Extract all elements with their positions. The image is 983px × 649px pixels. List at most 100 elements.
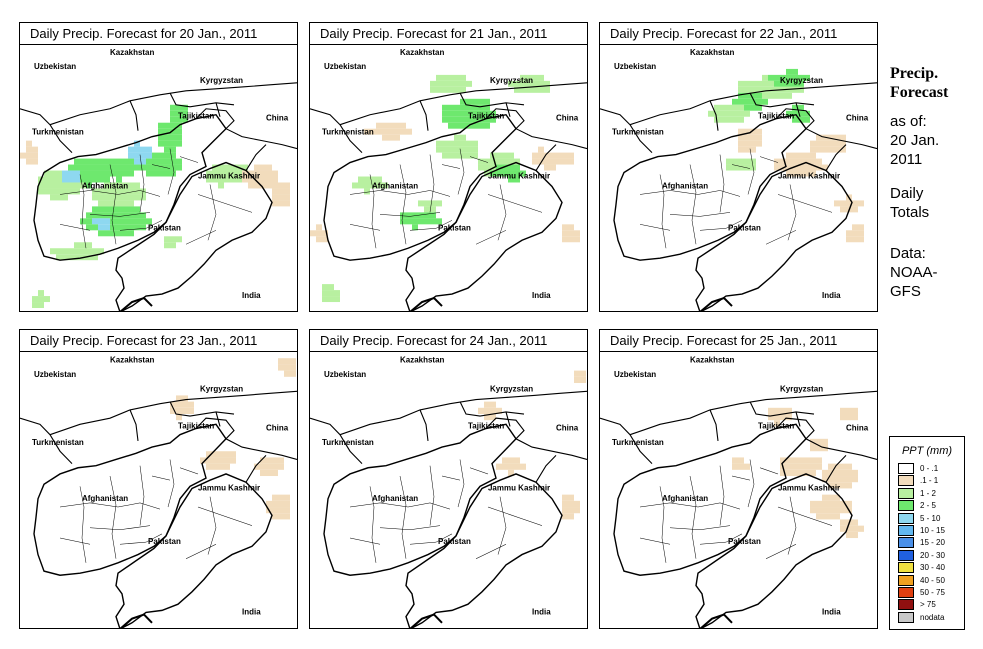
legend-label: 5 - 10 [920,513,941,523]
legend-swatch [898,525,914,536]
map-label-pakistan: Pakistan [148,537,181,546]
legend-label: 30 - 40 [920,563,945,573]
legend-label: 20 - 30 [920,550,945,560]
forecast-panel-24-jan: Daily Precip. Forecast for 24 Jan., 2011… [309,329,588,629]
map-label-kyrgyzstan: Kyrgyzstan [780,384,823,393]
legend-label: 40 - 50 [920,575,945,585]
legend-label: 50 - 75 [920,588,945,597]
map-label-china: China [266,423,289,432]
map-label-china: China [846,423,869,432]
map-label-kyrgyzstan: Kyrgyzstan [200,76,243,85]
map-label-pakistan: Pakistan [728,537,761,546]
map-label-turkmenistan: Turkmenistan [322,128,374,137]
title-line: Precip. [890,65,939,82]
map-label-jammu-kashmir: Jammu Kashmir [778,172,840,181]
note-line: Totals [890,204,930,221]
map-label-turkmenistan: Turkmenistan [612,438,664,447]
legend-label: 10 - 15 [920,526,945,535]
map-label-pakistan: Pakistan [438,223,471,232]
panel-title: Daily Precip. Forecast for 21 Jan., 2011 [310,23,587,45]
map-label-china: China [846,114,869,123]
map-label-tajikistan: Tajikistan [468,421,504,430]
panel-title: Daily Precip. Forecast for 25 Jan., 2011 [600,330,877,352]
map-label-jammu-kashmir: Jammu Kashmir [198,483,261,492]
legend-title: PPT (mm) [901,445,953,457]
map-label-jammu-kashmir: Jammu Kashmir [488,483,551,492]
map-label-kyrgyzstan: Kyrgyzstan [200,384,243,393]
map-label-tajikistan: Tajikistan [758,112,794,121]
source-line: NOAA- [890,264,938,281]
panel-title: Daily Precip. Forecast for 23 Jan., 2011 [20,330,297,352]
map-label-jammu-kashmir: Jammu Kashmir [488,172,550,181]
map-label-kazakhstan: Kazakhstan [110,355,154,364]
legend-item: 5 - 10 [898,512,960,525]
map-label-afghanistan: Afghanistan [372,494,418,503]
legend-swatch [898,611,914,623]
map-label-india: India [822,291,841,300]
map-label-jammu-kashmir: Jammu Kashmir [778,483,841,492]
legend-label: 1 - 2 [920,488,937,498]
legend-label: .1 - 1 [920,476,939,486]
sidebar-title: Precip. Forecast [890,64,948,102]
map-label-uzbekistan: Uzbekistan [614,370,656,379]
map-label-india: India [242,607,261,616]
legend-swatch [898,599,914,611]
daily-totals-note: Daily Totals [890,184,929,222]
country-borders [20,82,297,312]
map-label-china: China [556,114,579,123]
legend-swatch [898,463,914,474]
title-line: Forecast [890,84,949,101]
as-of-line: as of: [890,113,927,130]
legend-item: 0 - .1 [898,463,960,475]
legend-label: 2 - 5 [920,501,937,511]
map-svg: Kazakhstan Uzbekistan Kyrgyzstan Tajikistan… [310,48,587,312]
map-svg: Kazakhstan Uzbekistan Kyrgyzstan Tajikistan… [20,48,297,312]
legend-item: 15 - 20 [898,537,960,549]
legend-swatch [898,512,914,524]
map-label-china: China [266,114,289,123]
legend-item: > 75 [898,599,960,611]
forecast-panel-23-jan: Daily Precip. Forecast for 23 Jan., 2011… [19,329,298,629]
panel-title: Daily Precip. Forecast for 22 Jan., 2011 [600,23,877,45]
legend-label: 0 - .1 [920,464,939,473]
source-line: GFS [890,283,921,300]
note-line: Daily [890,185,924,202]
map-label-turkmenistan: Turkmenistan [32,128,84,137]
country-borders [600,390,877,629]
legend-label: 15 - 20 [920,538,945,548]
map-svg: Kazakhstan Uzbekistan Kyrgyzstan Tajikistan… [600,48,877,312]
legend-item: 20 - 30 [898,549,960,562]
legend-swatch [898,500,914,512]
map-label-kyrgyzstan: Kyrgyzstan [490,76,533,85]
precip-field [708,68,864,243]
map-svg: Kazakhstan Uzbekistan Kyrgyzstan Tajikistan… [600,355,877,629]
map-label-china: China [556,423,579,432]
map-label-afghanistan: Afghanistan [662,181,708,190]
legend-swatch [898,549,914,561]
map-label-india: India [532,607,551,616]
map-label-afghanistan: Afghanistan [662,494,708,503]
map-label-kazakhstan: Kazakhstan [400,355,444,364]
map-label-india: India [242,291,261,300]
legend-swatch [898,475,914,487]
legend-swatch [898,537,914,549]
map-label-afghanistan: Afghanistan [372,181,418,190]
map-label-pakistan: Pakistan [728,223,761,232]
as-of-date: as of: 20 Jan. 2011 [890,112,939,169]
map-label-pakistan: Pakistan [438,537,471,546]
precip-field [478,370,586,520]
map-label-kazakhstan: Kazakhstan [400,48,445,57]
map-label-tajikistan: Tajikistan [178,112,214,121]
ppt-legend: PPT (mm) 0 - .1 .1 - 1 1 - 2 2 - 5 5 - 10 10 … [889,436,965,630]
map-label-kazakhstan: Kazakhstan [110,48,155,57]
as-of-line: 20 Jan. [890,132,940,149]
forecast-panel-25-jan: Daily Precip. Forecast for 25 Jan., 2011… [599,329,878,629]
map-label-pakistan: Pakistan [148,223,181,232]
country-borders [310,82,587,312]
map-label-kyrgyzstan: Kyrgyzstan [490,384,533,393]
legend-item: 10 - 15 [898,525,960,537]
map-label-kazakhstan: Kazakhstan [690,355,734,364]
legend-item: nodata [898,611,960,624]
forecast-panel-20-jan: Daily Precip. Forecast for 20 Jan., 2011… [19,22,298,312]
map-label-turkmenistan: Turkmenistan [322,438,374,447]
